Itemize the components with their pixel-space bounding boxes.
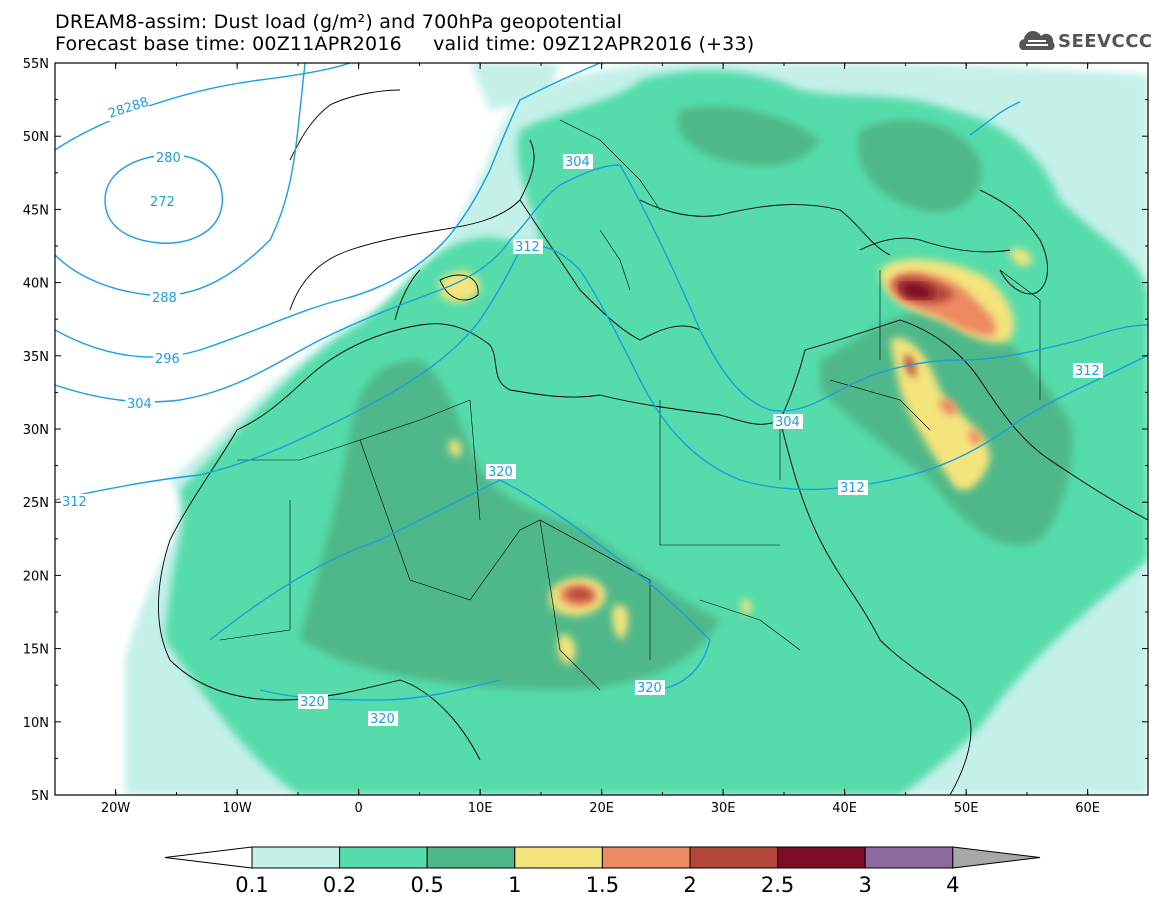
contour-label: 296 xyxy=(155,352,180,367)
map-subtitle: Forecast base time: 00Z11APR2016 valid t… xyxy=(55,33,755,55)
colorbar-label: 1.5 xyxy=(586,873,619,897)
latitude-label: 25N xyxy=(23,496,49,511)
colorbar-segment xyxy=(689,846,779,869)
latitude-axis xyxy=(55,62,1148,796)
contour-label: 312 xyxy=(515,240,540,255)
latitude-label: 45N xyxy=(23,203,49,218)
colorbar-over-arrow xyxy=(952,846,1041,869)
cloud-logo-icon xyxy=(1019,31,1055,50)
contour-label: 272 xyxy=(150,195,175,210)
colorbar-label: 0.2 xyxy=(323,873,356,897)
latitude-label: 5N xyxy=(31,789,49,804)
contour-label: 280 xyxy=(156,151,181,166)
map-title: DREAM8-assim: Dust load (g/m²) and 700hP… xyxy=(55,11,623,33)
colorbar-label: 3 xyxy=(859,873,872,897)
colorbar-segment xyxy=(426,846,516,869)
longitude-label: 40E xyxy=(832,801,857,816)
contour-label: 304 xyxy=(565,155,590,170)
longitude-axis xyxy=(115,63,1089,795)
longitude-label: 50E xyxy=(954,801,979,816)
borders xyxy=(219,119,1041,691)
dust-field xyxy=(55,63,1148,795)
colorbar-label: 0.5 xyxy=(410,873,443,897)
contour-label: 312 xyxy=(62,495,87,510)
latitude-label: 15N xyxy=(23,643,49,658)
colorbar-segment xyxy=(601,846,691,869)
colorbar-label: 4 xyxy=(946,873,959,897)
latitude-label: 30N xyxy=(23,423,49,438)
longitude-label: 10W xyxy=(222,801,252,816)
coastlines xyxy=(158,89,1148,795)
contour-label: 320 xyxy=(370,712,395,727)
colorbar-under-arrow xyxy=(164,846,253,869)
contour-label: 304 xyxy=(127,397,152,412)
colorbar-segment xyxy=(514,846,603,869)
colorbar-segment xyxy=(777,846,866,869)
longitude-label: 20E xyxy=(589,801,614,816)
contour-label: 312 xyxy=(1075,364,1100,379)
latitude-label: 35N xyxy=(23,350,49,365)
latitude-label: 50N xyxy=(23,130,49,145)
colorbar-segment xyxy=(251,846,341,869)
colorbar-label: 2 xyxy=(683,873,696,897)
geopotential-contours xyxy=(55,63,1148,701)
latitude-label: 55N xyxy=(23,57,49,72)
colorbar: 0.1 0.2 0.5 1 1.5 2 2.5 3 4 xyxy=(164,846,1041,897)
seevccc-logo: SEEVCCC xyxy=(1058,31,1153,52)
contour-label: 312 xyxy=(840,481,865,496)
colorbar-label: 1 xyxy=(508,873,521,897)
latitude-label: 10N xyxy=(23,716,49,731)
longitude-label: 30E xyxy=(711,801,736,816)
contour-label: 320 xyxy=(637,681,662,696)
colorbar-label: 0.1 xyxy=(235,873,268,897)
colorbar-segment xyxy=(864,846,954,869)
contour-label: 288 xyxy=(152,291,177,306)
longitude-label: 20W xyxy=(101,801,131,816)
colorbar-label: 2.5 xyxy=(761,873,794,897)
latitude-label: 40N xyxy=(23,277,49,292)
longitude-label: 0 xyxy=(354,801,362,816)
contour-label: 320 xyxy=(488,465,513,480)
contour-label: 304 xyxy=(775,415,800,430)
latitude-label: 20N xyxy=(23,569,49,584)
longitude-label: 10E xyxy=(468,801,493,816)
contour-label: 320 xyxy=(300,695,325,710)
colorbar-segment xyxy=(339,846,428,869)
longitude-label: 60E xyxy=(1075,801,1100,816)
